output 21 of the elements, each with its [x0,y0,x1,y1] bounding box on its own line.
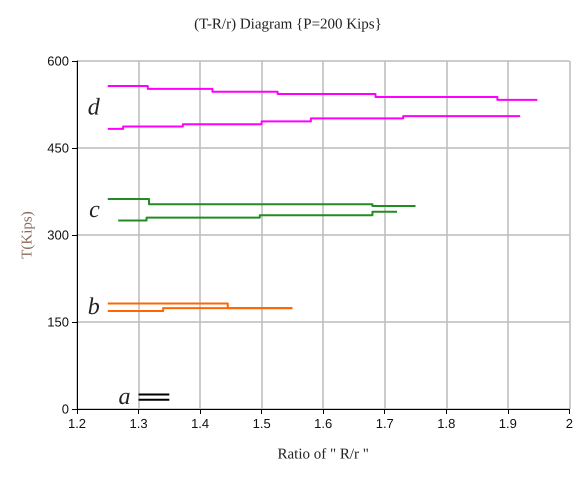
y-tick-label: 600 [47,54,69,68]
y-tick-label: 450 [47,140,69,156]
y-tick-label: 0 [62,402,69,416]
x-tick-label: 1.6 [314,416,332,431]
x-tick-label: 1.5 [252,416,271,431]
annotation: c [89,196,100,223]
chart-title: (T-R/r) Diagram {P=200 Kips} [194,16,382,32]
annotation: a [118,384,131,410]
y-axis-title: T(Kips) [20,211,36,259]
x-tick-label: 1.7 [376,416,394,431]
y-tick-label: 300 [47,228,69,242]
x-axis-title: Ratio of " R/r " [277,446,369,462]
annotation: d [88,94,101,120]
x-tick-label: 1.4 [191,416,210,431]
annotation: b [88,294,100,320]
x-tick-label: 2 [566,416,573,431]
x-tick-label: 1.9 [498,416,517,431]
x-tick-label: 1.2 [68,416,86,431]
y-tick-label: 150 [47,314,69,330]
x-tick-label: 1.8 [437,416,456,431]
x-tick-label: 1.3 [130,416,148,431]
